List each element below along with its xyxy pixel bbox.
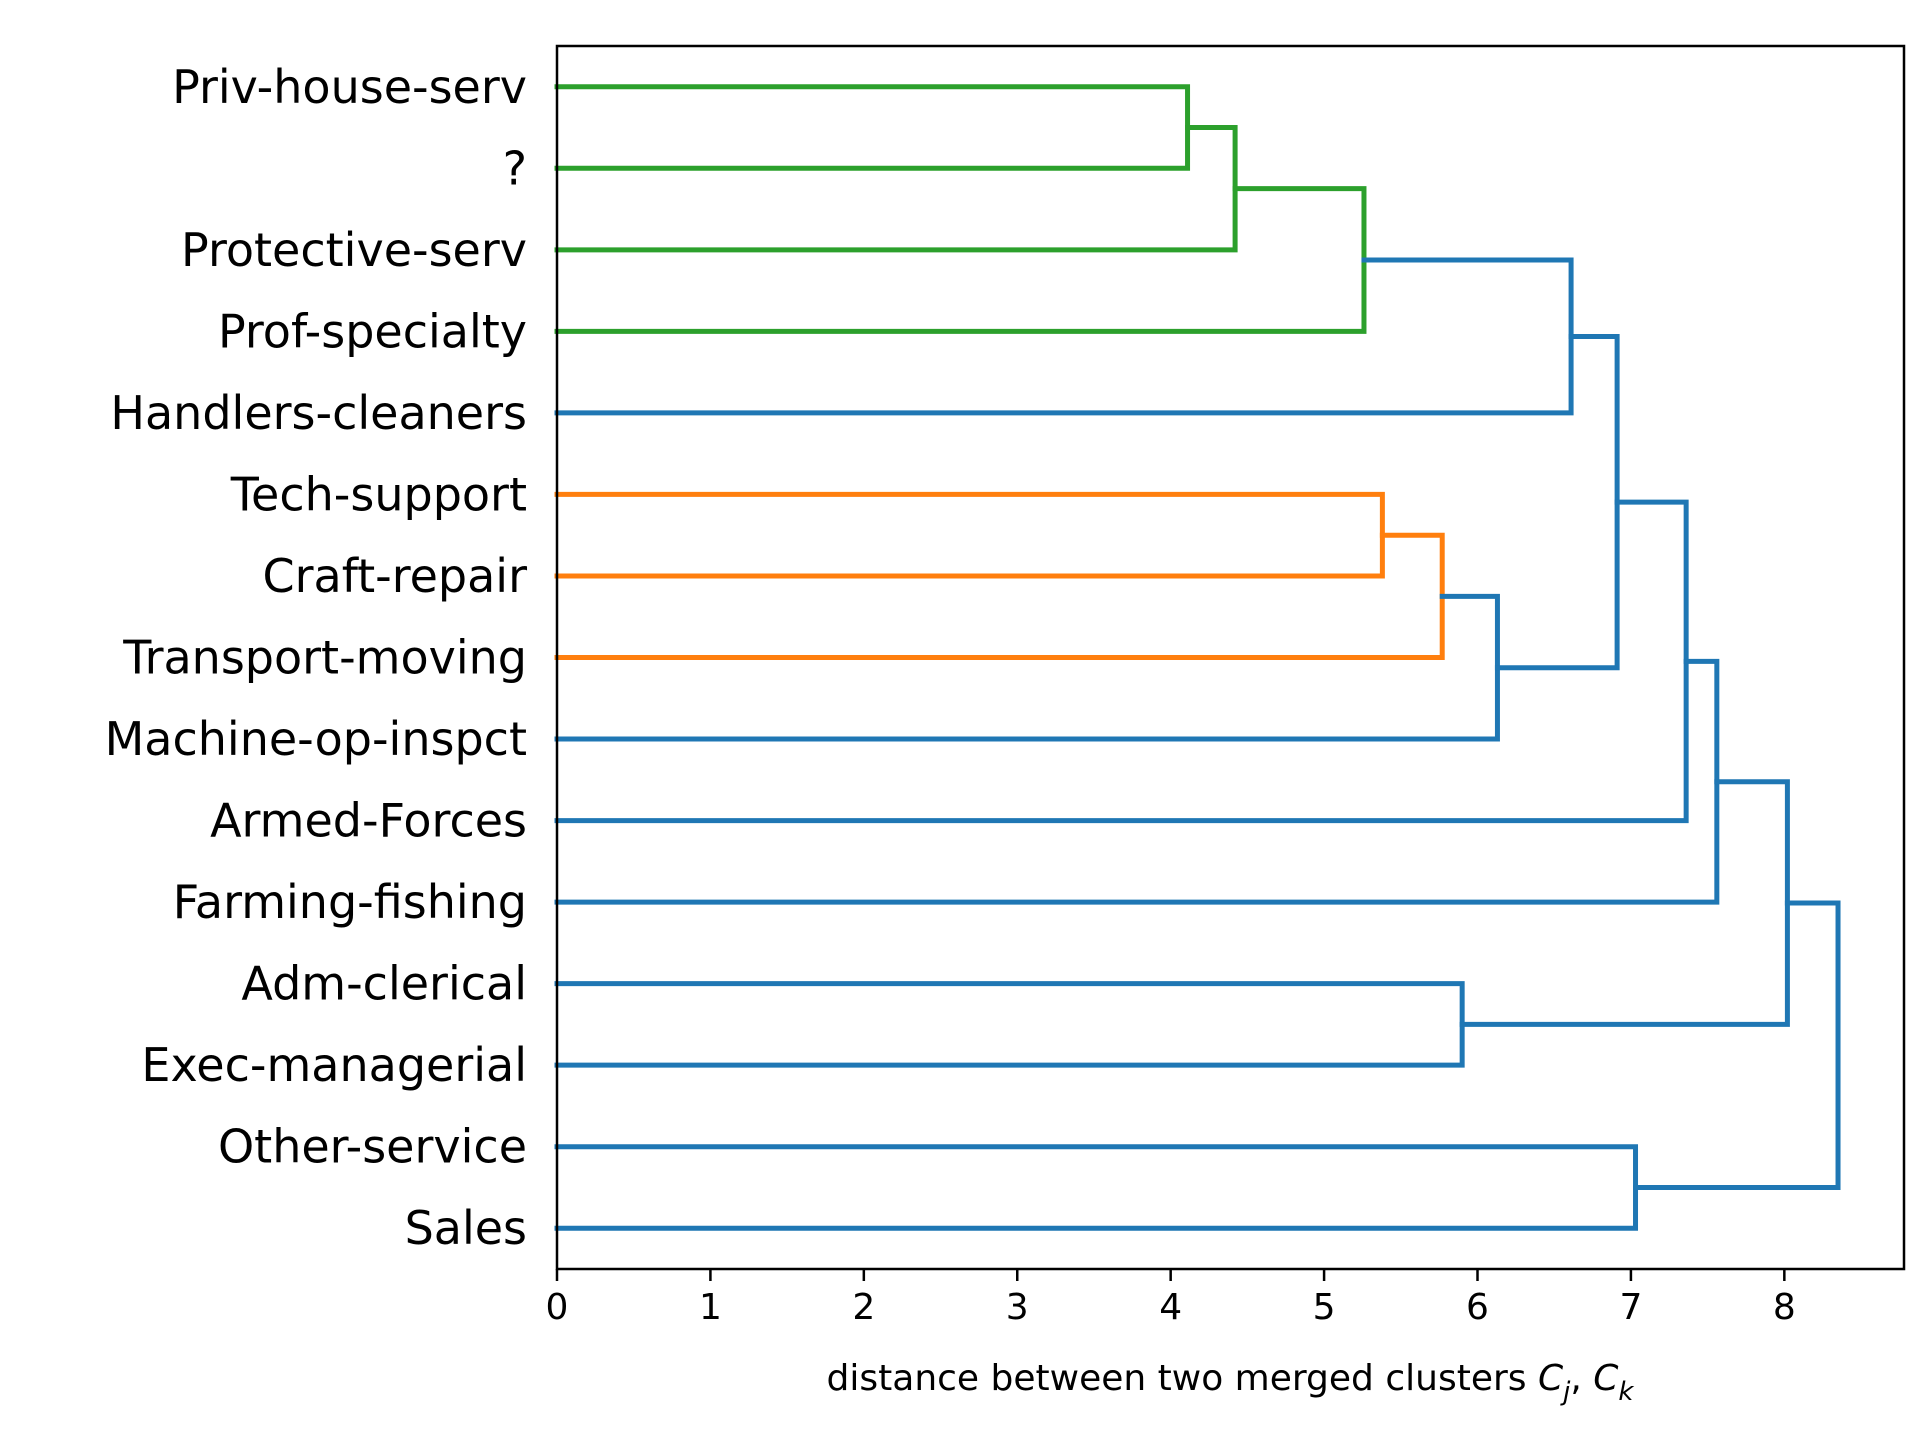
leaf-label-1: ? <box>503 141 527 195</box>
leaf-label-8: Machine-op-inspct <box>105 712 527 766</box>
merge-link-11 <box>554 658 1720 905</box>
plot-frame <box>555 44 1906 1271</box>
dendrogram-links <box>554 84 1841 1231</box>
x-tick-label-6: 6 <box>1466 1287 1489 1328</box>
x-tick-label-2: 2 <box>852 1287 875 1328</box>
leaf-label-12: Exec-managerial <box>141 1038 527 1092</box>
x-tick-label-0: 0 <box>546 1287 569 1328</box>
x-tick-label-1: 1 <box>699 1287 722 1328</box>
leaf-label-13: Other-service <box>218 1120 527 1174</box>
leaf-label-0: Priv-house-serv <box>172 60 527 114</box>
leaf-label-14: Sales <box>405 1201 527 1255</box>
merge-link-6 <box>554 593 1500 742</box>
merge-link-13 <box>1633 900 1841 1190</box>
leaf-label-10: Farming-fishing <box>173 875 527 929</box>
x-axis-label: distance between two merged clusters Cj,… <box>827 1358 1635 1407</box>
leaf-label-2: Protective-serv <box>181 223 527 277</box>
x-tick-label-4: 4 <box>1159 1287 1182 1328</box>
merge-link-10 <box>554 499 1689 824</box>
leaf-labels: Priv-house-serv? Protective-serv Prof-spec… <box>105 60 527 1255</box>
x-axis-label-c2: C <box>1593 1358 1619 1399</box>
x-axis-ticks: 0 1 2 3 4 5 6 7 8 <box>546 1269 1796 1328</box>
x-tick-label-5: 5 <box>1313 1287 1336 1328</box>
merge-link-0 <box>554 84 1191 171</box>
x-axis-label-sub-j: j <box>1560 1377 1571 1407</box>
x-axis-label-text: distance between two merged clusters <box>827 1358 1527 1399</box>
merge-link-2 <box>554 186 1367 334</box>
x-axis-label-sep: , <box>1570 1358 1593 1399</box>
merge-link-7 <box>554 257 1574 416</box>
x-tick-label-7: 7 <box>1619 1287 1642 1328</box>
x-tick-label-3: 3 <box>1006 1287 1029 1328</box>
merge-link-3 <box>554 491 1385 579</box>
x-tick-label-8: 8 <box>1773 1287 1796 1328</box>
leaf-label-5: Tech-support <box>230 467 527 521</box>
merge-link-1 <box>554 125 1238 253</box>
leaf-label-3: Prof-specialty <box>218 304 527 358</box>
merge-link-5 <box>554 981 1465 1068</box>
merge-link-9 <box>554 1144 1639 1231</box>
leaf-label-9: Armed-Forces <box>210 794 527 848</box>
x-axis-label-c1: C <box>1538 1358 1564 1399</box>
x-axis-label-sub-k: k <box>1618 1377 1634 1407</box>
leaf-label-7: Transport-moving <box>122 631 527 685</box>
merge-link-8 <box>1494 333 1620 671</box>
leaf-label-11: Adm-clerical <box>241 957 527 1011</box>
merge-link-4 <box>554 532 1445 660</box>
leaf-label-6: Craft-repair <box>262 549 527 603</box>
leaf-label-4: Handlers-cleaners <box>110 386 527 440</box>
